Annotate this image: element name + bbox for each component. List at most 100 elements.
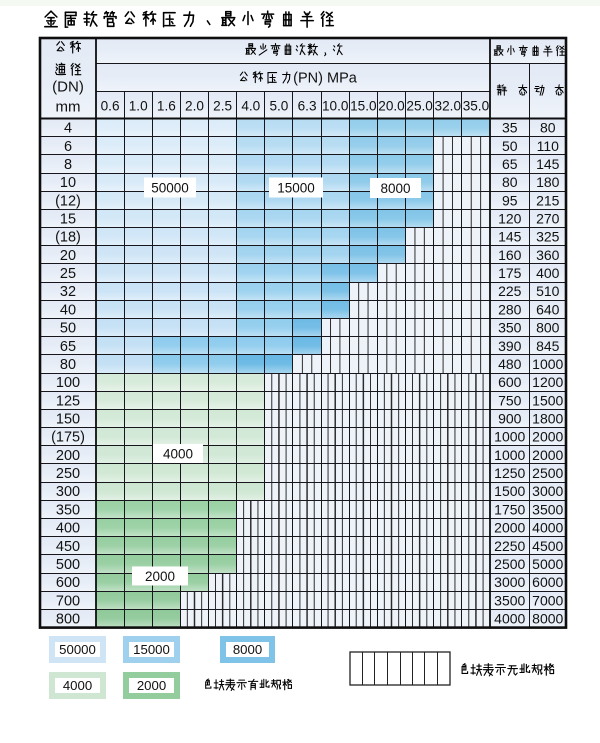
svg-text:35: 35 [502, 120, 518, 136]
svg-text:4000: 4000 [532, 520, 563, 536]
svg-text:7000: 7000 [532, 592, 563, 608]
svg-text:65: 65 [60, 339, 76, 355]
svg-text:160: 160 [498, 247, 522, 263]
svg-text:600: 600 [498, 374, 522, 390]
svg-text:15000: 15000 [133, 642, 170, 657]
svg-text:2.0: 2.0 [185, 98, 204, 113]
svg-text:100: 100 [56, 375, 80, 391]
svg-text:8000: 8000 [532, 611, 563, 627]
svg-text:65: 65 [502, 156, 518, 172]
svg-text:400: 400 [56, 521, 80, 537]
svg-text:4000: 4000 [163, 446, 193, 461]
svg-text:145: 145 [498, 229, 522, 245]
svg-text:25.0: 25.0 [406, 98, 433, 113]
svg-text:250: 250 [56, 466, 80, 482]
svg-text:225: 225 [498, 283, 522, 299]
svg-text:1000: 1000 [494, 429, 525, 445]
svg-text:10: 10 [60, 175, 76, 191]
svg-text:510: 510 [536, 283, 560, 299]
svg-text:1.0: 1.0 [129, 98, 148, 113]
svg-text:4000: 4000 [494, 611, 525, 627]
svg-text:15.0: 15.0 [350, 98, 377, 113]
svg-text:500: 500 [56, 557, 80, 573]
svg-text:2000: 2000 [137, 678, 166, 693]
svg-text:175: 175 [498, 265, 522, 281]
svg-text:450: 450 [56, 539, 80, 555]
svg-text:3000: 3000 [532, 483, 563, 499]
svg-text:15: 15 [60, 212, 76, 228]
svg-text:145: 145 [536, 156, 560, 172]
svg-text:50000: 50000 [151, 180, 189, 195]
svg-text:900: 900 [498, 411, 522, 427]
svg-text:10.0: 10.0 [322, 98, 349, 113]
svg-text:(12): (12) [55, 193, 81, 209]
svg-text:4000: 4000 [63, 678, 92, 693]
svg-text:150: 150 [56, 412, 80, 428]
svg-text:300: 300 [56, 484, 80, 500]
svg-text:2500: 2500 [532, 465, 563, 481]
svg-text:4500: 4500 [532, 538, 563, 554]
svg-text:1500: 1500 [494, 483, 525, 499]
svg-text:25: 25 [60, 266, 76, 282]
svg-text:35.0: 35.0 [463, 98, 490, 113]
svg-text:3500: 3500 [494, 592, 525, 608]
svg-text:280: 280 [498, 301, 522, 317]
svg-text:480: 480 [498, 356, 522, 372]
svg-text:360: 360 [536, 247, 560, 263]
svg-text:80: 80 [60, 357, 76, 373]
svg-text:(175): (175) [51, 430, 85, 446]
svg-text:700: 700 [56, 593, 80, 609]
svg-text:80: 80 [502, 174, 518, 190]
svg-text:120: 120 [498, 211, 522, 227]
svg-text:20.0: 20.0 [378, 98, 405, 113]
svg-text:32: 32 [60, 284, 76, 300]
svg-text:8000: 8000 [380, 181, 410, 196]
svg-text:80: 80 [540, 120, 556, 136]
svg-text:200: 200 [56, 448, 80, 464]
svg-text:1800: 1800 [532, 411, 563, 427]
svg-text:1750: 1750 [494, 501, 525, 517]
svg-text:3500: 3500 [532, 501, 563, 517]
svg-text:6.3: 6.3 [298, 98, 317, 113]
svg-text:400: 400 [536, 265, 560, 281]
svg-text:95: 95 [502, 192, 518, 208]
svg-text:32.0: 32.0 [435, 98, 462, 113]
svg-text:50: 50 [60, 321, 76, 337]
svg-text:2000: 2000 [532, 447, 563, 463]
svg-text:15000: 15000 [277, 180, 315, 195]
svg-text:125: 125 [56, 393, 80, 409]
svg-text:2000: 2000 [145, 569, 175, 584]
svg-text:50000: 50000 [59, 642, 96, 657]
svg-text:325: 325 [536, 229, 560, 245]
svg-text:0.6: 0.6 [101, 98, 120, 113]
svg-text:800: 800 [56, 612, 80, 628]
svg-text:5.0: 5.0 [269, 98, 288, 113]
svg-text:215: 215 [536, 192, 560, 208]
svg-text:4.0: 4.0 [241, 98, 260, 113]
svg-text:845: 845 [536, 338, 560, 354]
svg-text:8: 8 [64, 157, 72, 173]
svg-text:(18): (18) [55, 230, 81, 246]
svg-text:2000: 2000 [494, 520, 525, 536]
svg-text:5000: 5000 [532, 556, 563, 572]
svg-text:(DN): (DN) [52, 79, 84, 96]
svg-text:800: 800 [536, 320, 560, 336]
svg-text:40: 40 [60, 302, 76, 318]
svg-text:390: 390 [498, 338, 522, 354]
svg-text:1000: 1000 [532, 356, 563, 372]
svg-text:1250: 1250 [494, 465, 525, 481]
svg-text:2.5: 2.5 [213, 98, 232, 113]
svg-text:350: 350 [56, 502, 80, 518]
svg-text:6: 6 [64, 139, 72, 155]
svg-text:2000: 2000 [532, 429, 563, 445]
svg-text:110: 110 [537, 138, 560, 154]
svg-text:1.6: 1.6 [157, 98, 176, 113]
svg-text:(PN) MPa: (PN) MPa [293, 71, 358, 87]
svg-text:20: 20 [60, 248, 76, 264]
svg-text:mm: mm [56, 99, 81, 116]
svg-text:4: 4 [64, 121, 72, 137]
svg-text:180: 180 [536, 174, 560, 190]
svg-text:8000: 8000 [233, 642, 262, 657]
svg-text:1000: 1000 [494, 447, 525, 463]
svg-text:750: 750 [498, 392, 522, 408]
